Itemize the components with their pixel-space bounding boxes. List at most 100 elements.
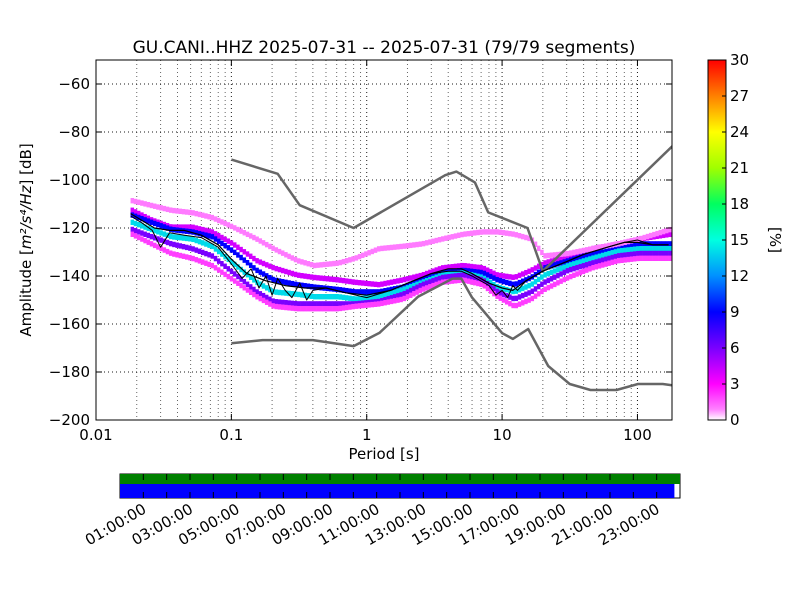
density-cell	[543, 286, 547, 292]
density-cell	[168, 250, 173, 256]
density-cell	[428, 269, 432, 276]
density-cell	[268, 243, 272, 250]
density-cell	[636, 236, 640, 243]
density-cell	[309, 274, 314, 280]
colorbar-tick-label: 21	[730, 159, 749, 177]
density-cell	[456, 263, 461, 269]
density-cell	[159, 237, 163, 243]
density-cell	[370, 289, 375, 295]
density-cell	[508, 294, 512, 300]
density-cell	[383, 288, 387, 294]
density-cell	[351, 256, 355, 262]
density-cell	[204, 250, 208, 257]
density-cell	[584, 247, 589, 253]
density-cell	[351, 303, 355, 310]
density-cell	[543, 279, 547, 285]
density-cell	[552, 252, 557, 258]
density-cell	[616, 253, 621, 259]
density-cell	[264, 262, 269, 268]
density-cell	[319, 306, 323, 312]
density-cell	[325, 276, 330, 282]
density-cell	[415, 284, 419, 291]
density-cell	[472, 230, 477, 236]
density-cell	[556, 251, 560, 258]
y-tick-label: −60	[58, 75, 90, 93]
density-cell	[312, 274, 317, 281]
density-cell	[360, 252, 365, 259]
density-cell	[296, 258, 301, 264]
density-cell	[565, 250, 570, 257]
density-cell	[306, 273, 311, 280]
density-cell	[655, 255, 659, 261]
density-cell	[581, 258, 586, 264]
density-cell	[485, 277, 490, 284]
density-cell	[482, 229, 487, 235]
density-cell	[389, 279, 394, 285]
density-cell	[309, 293, 314, 299]
density-cell	[536, 291, 541, 297]
density-cell	[536, 283, 541, 290]
density-cell	[402, 295, 407, 302]
density-cell	[655, 246, 659, 252]
density-cell	[636, 241, 640, 247]
density-cell	[552, 281, 557, 288]
density-cell	[440, 279, 445, 285]
density-cell	[520, 292, 525, 299]
density-cell	[341, 294, 346, 301]
density-cell	[514, 232, 519, 238]
density-cell	[511, 288, 515, 295]
density-cell	[508, 287, 512, 294]
density-cell	[396, 278, 400, 284]
density-cell	[341, 305, 346, 311]
density-cell	[396, 285, 400, 291]
density-cell	[498, 272, 503, 279]
density-cell	[290, 305, 295, 311]
density-cell	[501, 230, 506, 236]
density-cell	[181, 224, 186, 230]
density-cell	[236, 226, 240, 233]
density-cell	[290, 300, 295, 307]
density-cell	[405, 243, 410, 249]
y-tick-label: −160	[49, 315, 90, 333]
density-cell	[149, 202, 154, 209]
density-cell	[517, 279, 522, 286]
y-tick-label: −200	[49, 411, 90, 429]
density-cell	[178, 224, 183, 230]
density-cell	[341, 287, 346, 293]
density-cell	[293, 300, 298, 307]
density-cell	[319, 294, 323, 300]
density-cell	[472, 280, 477, 286]
density-cell	[351, 279, 355, 285]
density-cell	[146, 232, 151, 239]
density-cell	[434, 267, 439, 273]
density-cell	[463, 277, 467, 284]
density-cell	[629, 251, 634, 258]
density-cell	[239, 282, 243, 289]
density-cell	[152, 203, 157, 209]
density-cell	[367, 302, 371, 308]
density-cell	[149, 233, 154, 240]
density-cell	[476, 229, 480, 236]
density-cell	[136, 210, 141, 217]
density-cell	[472, 264, 477, 270]
density-cell	[223, 242, 227, 249]
density-cell	[392, 278, 397, 285]
density-cell	[527, 290, 531, 296]
density-cell	[178, 208, 183, 215]
density-cell	[242, 279, 247, 285]
density-cell	[594, 254, 599, 260]
density-cell	[194, 230, 199, 236]
density-cell	[469, 274, 474, 280]
density-cell	[344, 304, 349, 311]
density-cell	[354, 255, 359, 261]
density-cell	[172, 234, 176, 240]
density-cell	[373, 281, 378, 288]
density-cell	[658, 255, 663, 261]
density-cell	[399, 292, 403, 298]
density-cell	[274, 247, 279, 253]
density-cell	[152, 220, 157, 227]
density-cell	[495, 229, 499, 235]
density-cell	[559, 265, 563, 272]
density-cell	[533, 286, 538, 292]
density-cell	[546, 252, 551, 259]
